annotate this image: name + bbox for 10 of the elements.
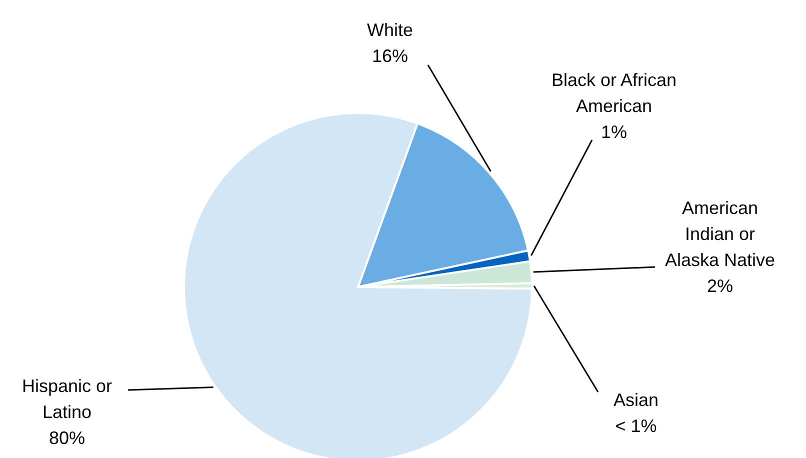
slice-label: Black or African American	[551, 70, 677, 116]
data-label: 1%	[600, 122, 628, 142]
slice-label: Hispanic or Latino	[22, 376, 112, 422]
slice-label: Asian	[613, 390, 659, 410]
slice-label: White	[366, 20, 414, 40]
data-label: 16%	[372, 46, 408, 66]
slice-label: American Indian or Alaska Native	[664, 198, 776, 270]
data-label: 80%	[48, 428, 86, 448]
data-label: 2%	[706, 276, 734, 296]
data-label: < 1%	[615, 416, 657, 436]
